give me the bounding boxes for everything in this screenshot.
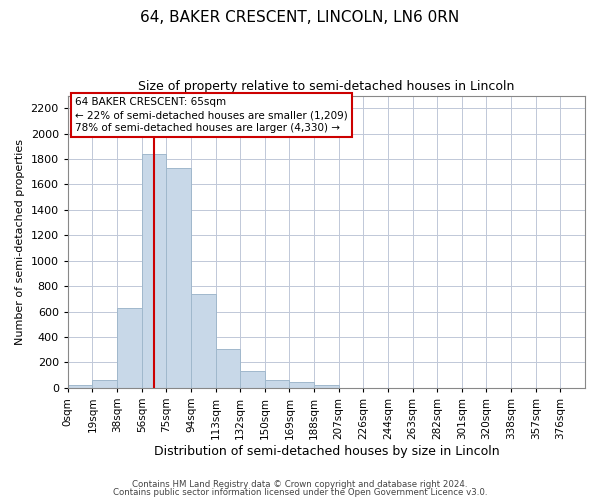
Bar: [117, 308, 142, 388]
Bar: [191, 294, 215, 388]
Bar: [314, 386, 339, 388]
Y-axis label: Number of semi-detached properties: Number of semi-detached properties: [15, 138, 25, 344]
Bar: [265, 380, 289, 388]
Text: 64, BAKER CRESCENT, LINCOLN, LN6 0RN: 64, BAKER CRESCENT, LINCOLN, LN6 0RN: [140, 10, 460, 25]
Text: 64 BAKER CRESCENT: 65sqm
← 22% of semi-detached houses are smaller (1,209)
78% o: 64 BAKER CRESCENT: 65sqm ← 22% of semi-d…: [75, 97, 348, 133]
Title: Size of property relative to semi-detached houses in Lincoln: Size of property relative to semi-detach…: [138, 80, 515, 93]
Bar: [68, 386, 92, 388]
Bar: [215, 349, 240, 388]
Bar: [142, 154, 166, 388]
Bar: [240, 372, 265, 388]
Bar: [92, 380, 117, 388]
Bar: [166, 168, 191, 388]
Text: Contains public sector information licensed under the Open Government Licence v3: Contains public sector information licen…: [113, 488, 487, 497]
Bar: [289, 382, 314, 388]
X-axis label: Distribution of semi-detached houses by size in Lincoln: Distribution of semi-detached houses by …: [154, 444, 499, 458]
Text: Contains HM Land Registry data © Crown copyright and database right 2024.: Contains HM Land Registry data © Crown c…: [132, 480, 468, 489]
